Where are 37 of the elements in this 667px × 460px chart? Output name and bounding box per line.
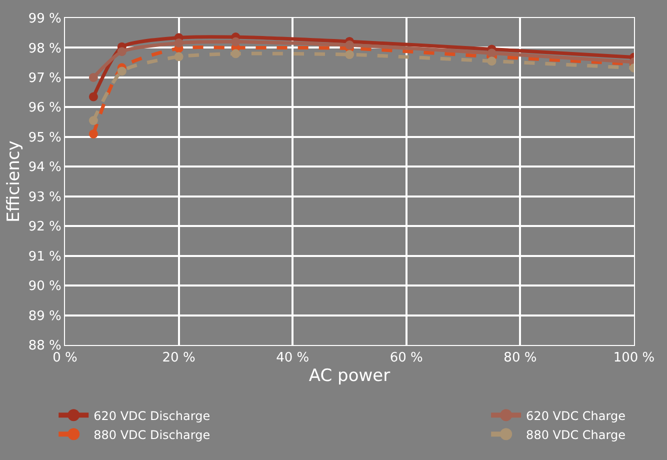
point (174, 52, 184, 62)
y-tick-label: 93 % (28, 190, 62, 205)
point (345, 50, 354, 60)
x-axis-title: AC power (308, 366, 390, 386)
point (88, 116, 98, 126)
y-tick-label: 97 % (28, 71, 62, 86)
point (88, 92, 98, 102)
y-tick-label: 95 % (28, 130, 62, 146)
point (174, 38, 184, 48)
point (487, 48, 496, 58)
y-axis-title: Efficiency (4, 140, 24, 222)
x-tick-label: 20 % (162, 350, 196, 366)
x-tick-label: 0 % (52, 350, 78, 366)
y-tick-label: 89 % (28, 308, 62, 324)
point (345, 40, 354, 50)
y-tick-label: 96 % (28, 100, 62, 116)
y-tick-label: 94 % (28, 160, 62, 176)
x-tick-label: 60 % (390, 350, 423, 366)
legend-label: 620 VDC Discharge (94, 408, 210, 423)
y-tick-label: 98 % (28, 41, 62, 56)
x-tick-label: 80 % (504, 350, 537, 366)
y-tick-label: 91 % (28, 249, 62, 264)
legend-label: 620 VDC Charge (526, 408, 626, 423)
x-tick-label: 100 % (613, 350, 655, 366)
point (117, 66, 126, 76)
point (231, 49, 240, 58)
y-tick-label: 99 % (28, 12, 62, 27)
legend-label: 880 VDC Discharge (94, 428, 210, 442)
point (88, 129, 98, 138)
y-tick-label: 92 % (28, 220, 62, 235)
point (88, 72, 98, 82)
x-tick-label: 40 % (276, 350, 310, 366)
y-tick-label: 90 % (28, 279, 62, 294)
point (117, 47, 126, 56)
legend-label: 880 VDC Charge (526, 428, 626, 442)
point (487, 56, 496, 66)
point (231, 37, 240, 46)
